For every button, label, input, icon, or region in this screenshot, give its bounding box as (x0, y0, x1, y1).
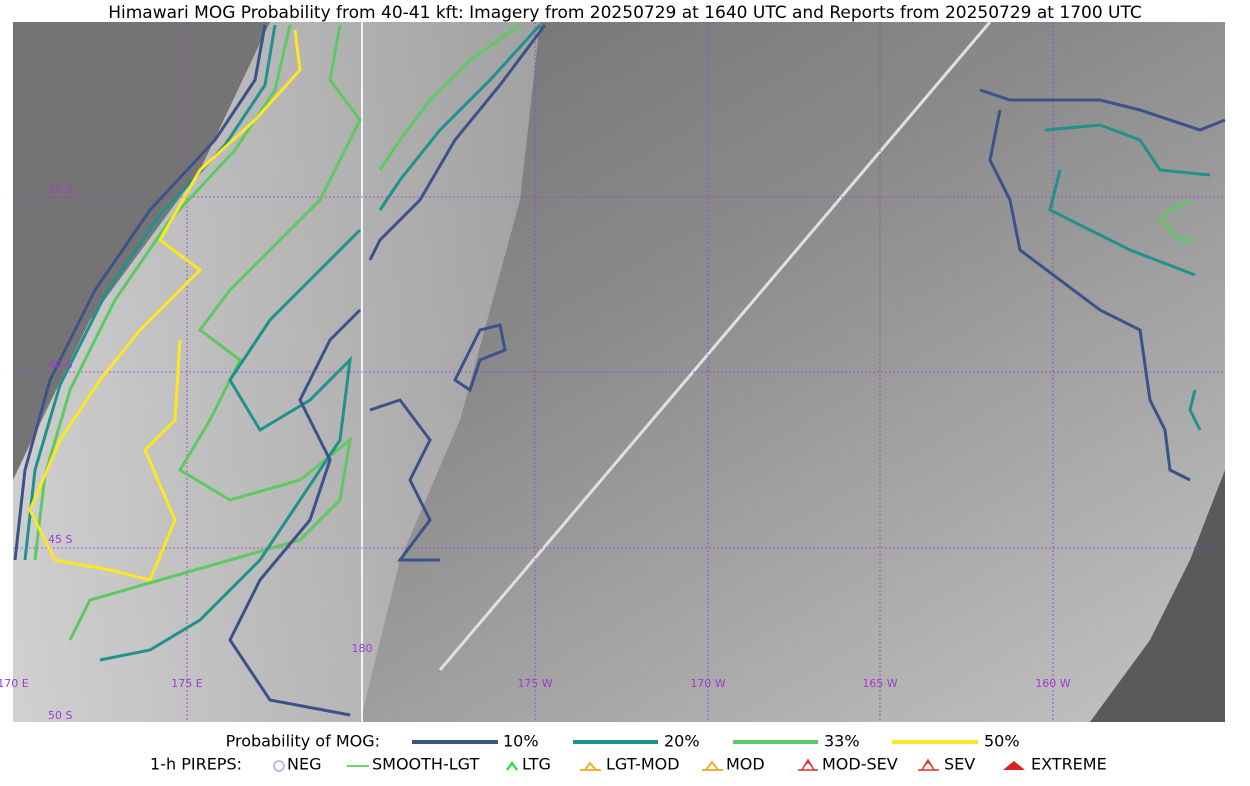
lon-label: 175 E (171, 677, 202, 690)
contour-20 (378, 23, 542, 211)
lon-label: 160 W (1035, 677, 1070, 690)
legend-label: SEV (944, 755, 975, 774)
cloud-band (13, 22, 540, 722)
contour-33 (68, 24, 362, 641)
legend-label: 20% (664, 732, 700, 751)
contour-10 (979, 88, 1226, 132)
pirep-icon (918, 758, 939, 771)
title: Himawari MOG Probability from 40-41 kft:… (108, 3, 1142, 23)
lat-label: 45 S (48, 533, 72, 546)
contour-10 (228, 308, 362, 717)
pirep-icon (506, 761, 518, 771)
pirep-icon (273, 760, 285, 772)
lon-label: 170 W (690, 677, 725, 690)
contour-20 (23, 24, 277, 561)
lat-labels: 35 S 40 S 45 S 50 S (48, 183, 72, 722)
legend-label: MOD (726, 755, 765, 774)
contour-33 (33, 24, 292, 561)
legend-title: 1-h PIREPS: (150, 755, 242, 774)
lon-label: 165 W (862, 677, 897, 690)
contour-20 (99, 228, 362, 662)
contour-50 (28, 29, 302, 582)
lat-label: 50 S (48, 709, 72, 722)
lon-label: 170 E (0, 677, 29, 690)
contour-10 (369, 398, 440, 562)
contour-20 (1188, 389, 1202, 431)
legend-title: Probability of MOG: (226, 732, 380, 751)
legend-label: 10% (503, 732, 539, 751)
contour-10 (453, 323, 507, 393)
legend-label: EXTREME (1031, 755, 1107, 774)
legend-label: NEG (287, 755, 321, 774)
swath-edge (438, 21, 992, 671)
contour-10 (368, 24, 547, 261)
legend-label: LGT-MOD (606, 755, 680, 774)
legend: Probability of MOG: 10% 20% 33% 50% 1-h … (150, 732, 1107, 774)
contour-33 (1157, 198, 1195, 242)
lon-label: 175 W (517, 677, 552, 690)
lon-label: 180 (352, 642, 373, 655)
lat-label: 35 S (48, 183, 72, 196)
legend-label: 50% (984, 732, 1020, 751)
contours (13, 23, 1226, 717)
contour-20 (1044, 123, 1211, 177)
pirep-icon (1003, 761, 1025, 770)
grid (13, 22, 1225, 722)
legend-label: SMOOTH-LGT (372, 755, 479, 774)
map: 35 S 40 S 45 S 50 S 170 E 175 E 180 175 … (0, 21, 1226, 722)
contour-10 (988, 109, 1191, 482)
no-data (1090, 470, 1225, 722)
legend-label: LTG (522, 755, 551, 774)
pirep-icon (580, 761, 601, 771)
contour-33 (378, 23, 521, 171)
dark-region (13, 22, 270, 480)
contour-20 (1048, 169, 1196, 277)
contour-10 (13, 24, 267, 561)
legend-label: MOD-SEV (822, 755, 898, 774)
lat-label: 40 S (48, 358, 72, 371)
lon-labels: 170 E 175 E 180 175 W 170 W 165 W 160 W (0, 642, 1071, 690)
pirep-icon (702, 760, 723, 771)
legend-label: 33% (824, 732, 860, 751)
pirep-icon (798, 758, 818, 771)
